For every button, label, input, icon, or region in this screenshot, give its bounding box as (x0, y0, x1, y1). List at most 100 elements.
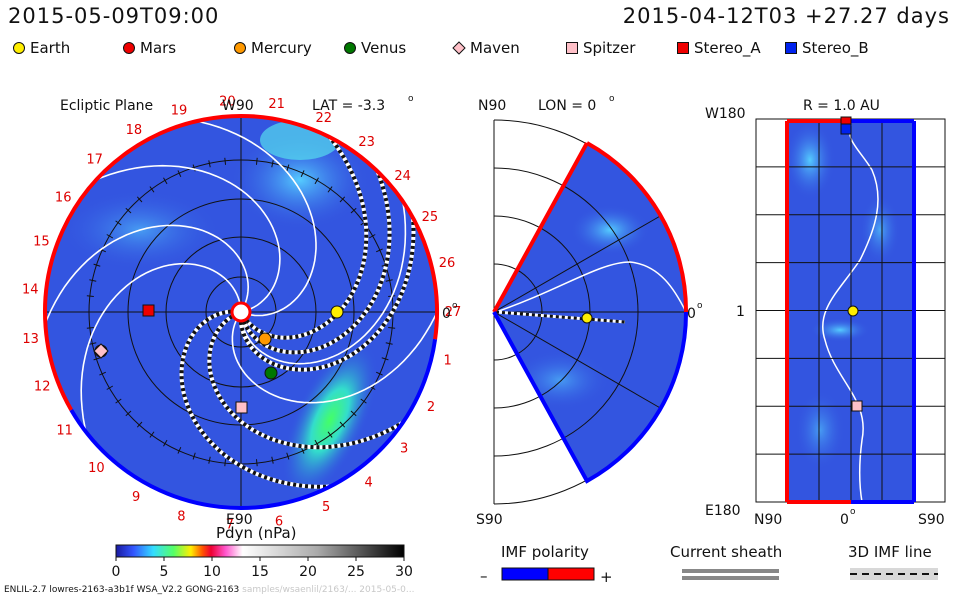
diamond-icon (452, 41, 466, 55)
svg-text:o: o (850, 507, 856, 517)
colorbar-tick: 15 (251, 564, 269, 580)
sector-label: 25 (422, 210, 439, 225)
svg-text:o: o (609, 94, 615, 104)
legend-label: Spitzer (583, 39, 636, 57)
imf-polarity-legend: IMF polarity – + (480, 543, 613, 586)
stereo-a-marker (142, 304, 155, 317)
cyl-mid-label: 1 (736, 304, 745, 320)
legend-label: Mercury (251, 39, 312, 57)
stereo-b-marker-cyl (840, 123, 852, 135)
sector-label: 11 (56, 424, 73, 439)
circle-icon (234, 42, 246, 54)
legend-label: Mars (140, 39, 177, 57)
sector-label: 9 (132, 490, 140, 505)
square-icon (566, 42, 578, 54)
sector-label: 10 (88, 461, 105, 476)
cyl-n90-label: N90 (754, 512, 782, 528)
imf3d-title: 3D IMF line (848, 543, 932, 561)
spitzer-marker-cyl (851, 400, 863, 412)
sector-label: 17 (86, 153, 103, 168)
venus-marker (264, 366, 278, 380)
cyl-zero-label: 0 (840, 512, 849, 528)
sector-label: 1 (443, 354, 451, 369)
body-legend: Earth Mars Mercury Venus Maven Spitzer Stereo_… (0, 39, 960, 59)
lat-degree: o (408, 94, 414, 104)
cylinder-panel: R = 1.0 AU W180 E180 1 N90 0 o S90 (705, 98, 946, 528)
current-sheath-legend: Current sheath (670, 543, 782, 580)
colorbar-tick: 30 (395, 564, 413, 580)
sector-label: 19 (171, 103, 188, 118)
svg-text:o: o (452, 301, 458, 311)
sector-label: 16 (55, 191, 72, 206)
sector-label: 21 (268, 97, 285, 112)
legend-label: Stereo_B (802, 39, 869, 57)
pdyn-colorbar: Pdyn (nPa) 0 5 10 15 20 25 30 (112, 524, 413, 580)
sector-label: 23 (358, 135, 375, 150)
mercury-marker (258, 332, 272, 346)
maven-marker (93, 343, 109, 359)
imf-plus: + (600, 568, 613, 586)
legend-label: Stereo_A (694, 39, 761, 57)
legend-label: Maven (470, 39, 520, 57)
meridional-zero-label: 0 (687, 306, 696, 322)
sector-label: 8 (177, 509, 185, 524)
colorbar-tick: 25 (347, 564, 365, 580)
colorbar-tick: 20 (299, 564, 317, 580)
sector-label: 20 (219, 94, 236, 109)
footer-main: ENLIL-2.7 lowres-2163-a3b1f WSA_V2.2 GON… (4, 585, 240, 595)
legend-label: Venus (361, 39, 407, 57)
sector-label: 24 (394, 169, 411, 184)
colorbar-tick: 5 (160, 564, 169, 580)
sector-label: 7 (226, 518, 234, 533)
square-icon (677, 42, 689, 54)
square-icon (785, 42, 797, 54)
w180-label: W180 (705, 106, 746, 122)
e180-label: E180 (705, 503, 741, 519)
lon-label: LON = 0 (538, 98, 596, 114)
footer-faint: samples/wsaenlil/2163/... 2015-05-0... (242, 585, 415, 595)
sector-label: 2 (427, 400, 435, 415)
footer-credits: ENLIL-2.7 lowres-2163-a3b1f WSA_V2.2 GON… (4, 585, 414, 595)
cyl-s90-label: S90 (918, 512, 945, 528)
w90-label: W90 (222, 98, 254, 114)
e90-label: E90 (226, 512, 253, 528)
earth-marker-meridional (581, 312, 593, 324)
sector-label: 26 (439, 256, 456, 271)
colorbar-title: Pdyn (nPa) (216, 524, 297, 542)
earth-marker (330, 305, 344, 319)
sector-label: 18 (126, 123, 143, 138)
colorbar-tick: 10 (203, 564, 221, 580)
sector-label: 6 (275, 515, 283, 530)
model-date: 2015-05-09T09:00 (8, 4, 220, 28)
spitzer-marker (235, 401, 248, 414)
sector-label: 13 (22, 332, 39, 347)
sector-label: 14 (22, 283, 39, 298)
svg-text:o: o (697, 301, 703, 311)
n90-label: N90 (478, 98, 506, 114)
imf-polarity-title: IMF polarity (501, 543, 589, 561)
sector-label: 22 (316, 111, 333, 126)
circle-icon (344, 42, 356, 54)
radius-label: R = 1.0 AU (803, 98, 880, 114)
colorbar-tick: 0 (112, 564, 121, 580)
sector-label: 27 (445, 305, 462, 320)
earth-marker-cyl (847, 305, 859, 317)
sector-label: 15 (33, 235, 50, 250)
ecliptic-title: Ecliptic Plane (60, 98, 153, 114)
sector-label: 3 (400, 441, 408, 456)
sun-icon (230, 301, 252, 323)
s90-label: S90 (476, 512, 503, 528)
sector-label: 12 (34, 380, 51, 395)
legend-label: Earth (30, 39, 71, 57)
meridional-panel: N90 LON = 0 o S90 0 o (476, 94, 703, 528)
imf-minus: – (480, 567, 488, 585)
sector-label: 5 (322, 500, 330, 515)
circle-icon (123, 42, 135, 54)
ecliptic-zero-label: 0 (442, 306, 451, 322)
current-sheath-title: Current sheath (670, 543, 782, 561)
lat-label: LAT = -3.3 (312, 98, 385, 114)
sector-label: 4 (364, 475, 372, 490)
circle-icon (13, 42, 25, 54)
